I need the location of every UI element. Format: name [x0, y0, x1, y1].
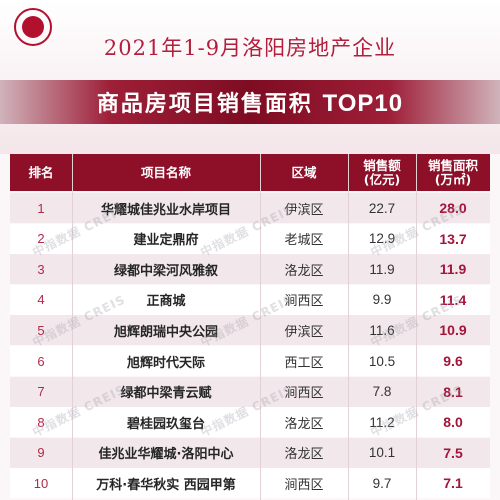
table-row: 9 佳兆业华耀城·洛阳中心 洛龙区 10.1 7.5	[10, 437, 490, 468]
col-header-sales-line1: 销售额	[363, 157, 401, 173]
sales-cell: 11.9	[369, 261, 395, 277]
table-row: 5 旭辉朗瑞中央公园 伊滨区 11.6 10.9	[10, 315, 490, 346]
project-name-cell: 旭辉朗瑞中央公园	[113, 324, 218, 340]
area-cell: 11.4	[439, 291, 467, 308]
col-header-rank: 排名	[28, 164, 54, 180]
area-cell: 10.9	[439, 322, 467, 339]
table-row: 3 绿都中梁河风雅叙 洛龙区 11.9 11.9	[10, 254, 490, 285]
table-row: 10 万科·春华秋实 西园甲第 涧西区 9.7 7.1	[10, 468, 490, 499]
table-row: 4 正商城 涧西区 9.9 11.4	[10, 284, 490, 315]
sales-cell: 7.8	[372, 384, 392, 400]
district-cell: 伊滨区	[284, 202, 324, 218]
col-header-area: 销售面积 (万㎡)	[416, 154, 490, 191]
area-cell: 13.7	[439, 230, 467, 247]
column-divider	[348, 154, 349, 500]
project-name-cell: 正商城	[146, 294, 186, 310]
area-cell: 7.5	[443, 444, 463, 461]
project-name-cell: 万科·春华秋实 西园甲第	[96, 477, 236, 493]
title-band	[0, 80, 500, 124]
area-cell: 11.9	[439, 261, 467, 278]
col-header-area-line1: 销售面积	[427, 157, 478, 173]
rank-cell: 7	[37, 384, 45, 400]
col-header-name: 项目名称	[140, 164, 191, 180]
table-row: 1 华耀城佳兆业水岸项目 伊滨区 22.7 28.0	[10, 193, 490, 223]
column-divider	[72, 154, 73, 500]
project-name-cell: 建业定鼎府	[133, 233, 199, 249]
col-header-sales: 销售额 (亿元)	[348, 154, 416, 191]
company-seal-icon	[14, 8, 52, 46]
column-divider	[416, 154, 417, 500]
project-name-cell: 佳兆业华耀城·洛阳中心	[98, 447, 234, 463]
rank-cell: 4	[37, 292, 45, 308]
rank-cell: 10	[33, 475, 49, 491]
rank-cell: 8	[37, 414, 45, 430]
column-divider	[260, 154, 261, 500]
col-header-area-line2: (万㎡)	[434, 171, 472, 187]
table-row: 8 碧桂园玖玺台 洛龙区 11.2 8.0	[10, 407, 490, 438]
area-cell: 9.6	[443, 353, 463, 369]
district-cell: 洛龙区	[284, 263, 324, 279]
district-cell: 涧西区	[284, 294, 324, 310]
rank-cell: 1	[37, 200, 45, 216]
rank-cell: 6	[37, 353, 45, 369]
table-row: 6 旭辉时代天际 西工区 10.5 9.6	[10, 346, 490, 376]
title-line2-prefix: 商品房项目销售面积	[96, 92, 313, 117]
title-line2: 商品房项目销售面积 TOP10	[0, 86, 500, 118]
area-cell: 8.0	[443, 414, 463, 431]
table-row: 7 绿都中梁青云赋 涧西区 7.8 8.1	[10, 376, 490, 407]
district-cell: 洛龙区	[284, 447, 324, 463]
district-cell: 涧西区	[284, 477, 324, 493]
rank-cell: 9	[37, 445, 45, 461]
title-line2-tag: TOP10	[322, 90, 404, 117]
district-cell: 老城区	[284, 233, 324, 249]
sales-cell: 11.2	[369, 414, 395, 430]
area-cell: 7.1	[443, 475, 463, 492]
sales-cell: 9.7	[372, 475, 392, 491]
title-line1: 2021年1-9月洛阳房地产企业	[103, 36, 397, 60]
rank-cell: 5	[37, 322, 45, 338]
table-row: 2 建业定鼎府 老城区 12.9 13.7	[10, 223, 490, 254]
project-name-cell: 绿都中梁青云赋	[120, 386, 212, 402]
table-header: 排名 项目名称 区域 销售额 (亿元) 销售面积 (万㎡)	[10, 154, 490, 191]
sales-cell: 9.9	[372, 292, 392, 308]
area-cell: 8.1	[443, 383, 463, 400]
sales-cell: 22.7	[368, 200, 396, 216]
sales-cell: 11.6	[369, 322, 395, 338]
sales-cell: 10.1	[368, 445, 396, 461]
col-header-sales-line2: (亿元)	[363, 171, 401, 187]
project-name-cell: 绿都中梁河风雅叙	[113, 263, 218, 279]
rank-cell: 3	[37, 261, 45, 277]
district-cell: 伊滨区	[284, 324, 324, 340]
rank-cell: 2	[37, 231, 45, 247]
project-name-cell: 华耀城佳兆业水岸项目	[100, 202, 231, 218]
col-header-district: 区域	[291, 164, 317, 180]
district-cell: 西工区	[284, 355, 324, 371]
area-cell: 28.0	[439, 200, 467, 216]
header: 2021年1-9月洛阳房地产企业 商品房项目销售面积 TOP10	[0, 0, 500, 154]
district-cell: 洛龙区	[284, 416, 324, 432]
project-name-cell: 旭辉时代天际	[126, 355, 205, 371]
sales-cell: 10.5	[368, 353, 396, 369]
district-cell: 涧西区	[284, 386, 324, 402]
project-name-cell: 碧桂园玖玺台	[126, 416, 205, 432]
sales-cell: 12.9	[368, 231, 396, 247]
